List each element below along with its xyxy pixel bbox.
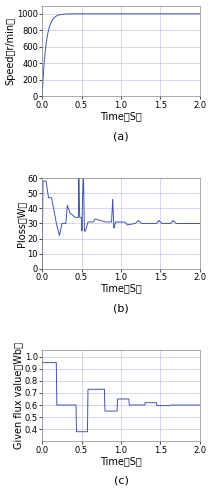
X-axis label: Time（S）: Time（S） [100, 456, 142, 466]
Text: (a): (a) [113, 131, 129, 141]
Y-axis label: Speed（r/min）: Speed（r/min） [6, 17, 15, 85]
Text: (c): (c) [114, 476, 128, 486]
X-axis label: Time（S）: Time（S） [100, 284, 142, 294]
X-axis label: Time（S）: Time（S） [100, 111, 142, 121]
Y-axis label: Ploss（W）: Ploss（W） [16, 200, 26, 246]
Y-axis label: Given flux value（Wb）: Given flux value（Wb） [13, 342, 23, 450]
Text: (b): (b) [113, 304, 129, 314]
